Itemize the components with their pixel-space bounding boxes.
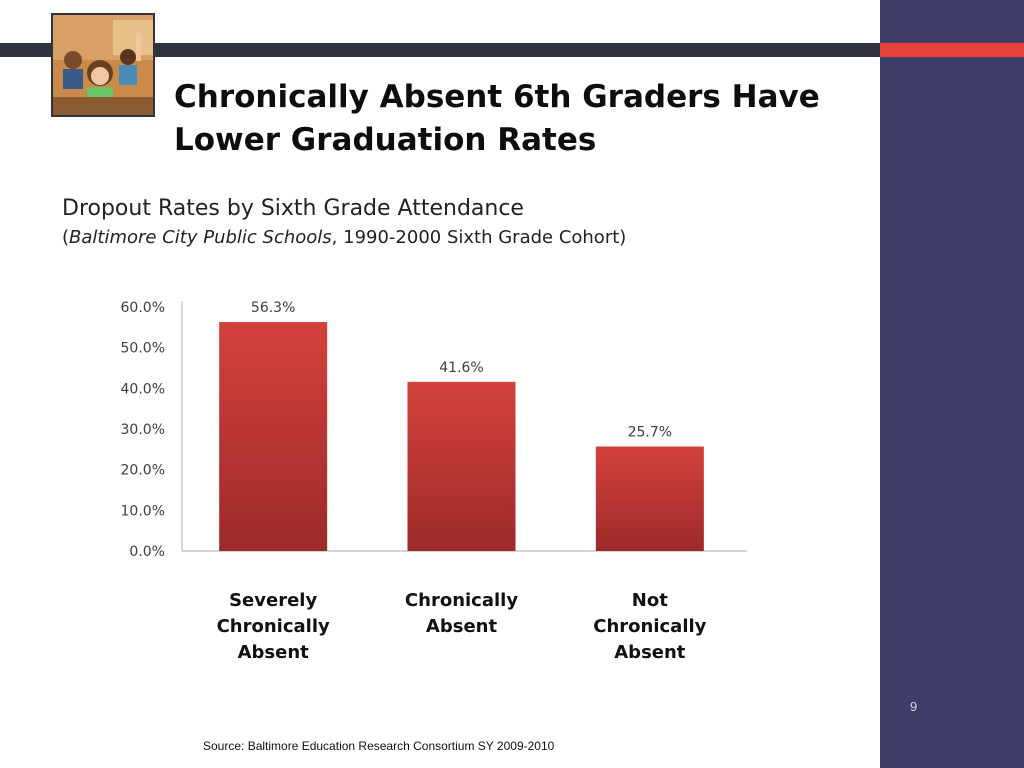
- bar-data-label: 56.3%: [251, 300, 295, 316]
- x-category-label: Chronically Absent: [404, 590, 519, 637]
- accent-stripe: [880, 43, 1024, 57]
- y-tick-label: 20.0%: [121, 463, 165, 479]
- bar: [219, 322, 328, 551]
- source-note: Source: Baltimore Education Research Con…: [203, 739, 555, 753]
- chart-subheading-open: (: [62, 227, 70, 248]
- y-tick-label: 60.0%: [121, 300, 165, 316]
- top-header-bar: [0, 43, 880, 57]
- chart-subheading: (Baltimore City Public Schools, 1990-200…: [62, 227, 626, 248]
- bar-data-label: 25.7%: [628, 424, 672, 440]
- x-category-label: Not Chronically Absent: [593, 590, 707, 663]
- x-category-label: Severely Chronically Absent: [216, 590, 330, 663]
- bar: [407, 381, 516, 551]
- dropout-bar-chart: 0.0% 10.0% 20.0% 30.0% 40.0% 50.0% 60.0% 56.3% 4…: [121, 300, 747, 560]
- y-tick-label: 0.0%: [129, 544, 165, 560]
- y-tick-label: 40.0%: [121, 381, 165, 397]
- chart-subheading-rest: , 1990-2000 Sixth Grade Cohort): [331, 227, 627, 248]
- chart-subheading-italic: Baltimore City Public Schools: [69, 227, 332, 248]
- y-tick-label: 30.0%: [121, 422, 165, 438]
- bar: [595, 446, 704, 551]
- right-side-panel: [880, 0, 1024, 768]
- classroom-photo: [51, 13, 155, 117]
- bar-data-label: 41.6%: [439, 360, 483, 376]
- slide-title: Chronically Absent 6th Graders Have Lowe…: [174, 79, 820, 158]
- chart-heading: Dropout Rates by Sixth Grade Attendance: [62, 196, 524, 221]
- y-tick-label: 50.0%: [121, 341, 165, 357]
- page-number: 9: [910, 699, 918, 714]
- y-tick-label: 10.0%: [121, 503, 165, 519]
